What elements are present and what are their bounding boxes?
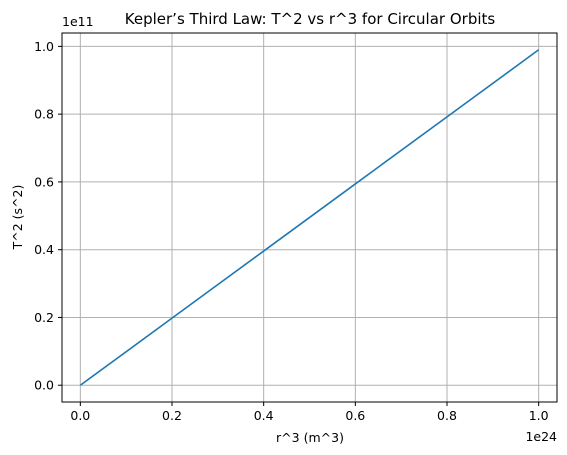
y-tick-label: 0.4 bbox=[34, 242, 54, 257]
x-tick-label: 0.4 bbox=[254, 408, 274, 423]
y-tick-label: 0.2 bbox=[34, 310, 54, 325]
x-tick-label: 0.0 bbox=[70, 408, 90, 423]
y-tick-label: 0.0 bbox=[34, 378, 54, 393]
x-tick-label: 0.8 bbox=[437, 408, 457, 423]
chart-title: Kepler’s Third Law: T^2 vs r^3 for Circu… bbox=[125, 10, 496, 28]
y-offset-label: 1e11 bbox=[62, 14, 94, 29]
series-group bbox=[79, 49, 540, 386]
x-tick-label: 1.0 bbox=[529, 408, 549, 423]
y-axis-label: T^2 (s^2) bbox=[10, 185, 25, 251]
x-gridlines bbox=[79, 33, 540, 402]
plot-frame bbox=[61, 32, 558, 403]
x-ticks: 0.0 0.2 0.4 0.6 0.8 1.0 bbox=[70, 402, 549, 423]
x-tick-label: 0.2 bbox=[162, 408, 182, 423]
y-gridlines bbox=[62, 45, 557, 386]
y-tick-label: 0.8 bbox=[34, 107, 54, 122]
x-axis-label: r^3 (m^3) bbox=[276, 430, 344, 445]
x-offset-label: 1e24 bbox=[525, 429, 557, 444]
x-tick-label: 0.6 bbox=[345, 408, 365, 423]
y-ticks: 0.0 0.2 0.4 0.6 0.8 1.0 bbox=[34, 39, 62, 393]
y-tick-label: 0.6 bbox=[34, 174, 54, 189]
series-line bbox=[79, 49, 540, 386]
y-tick-label: 1.0 bbox=[34, 39, 54, 54]
